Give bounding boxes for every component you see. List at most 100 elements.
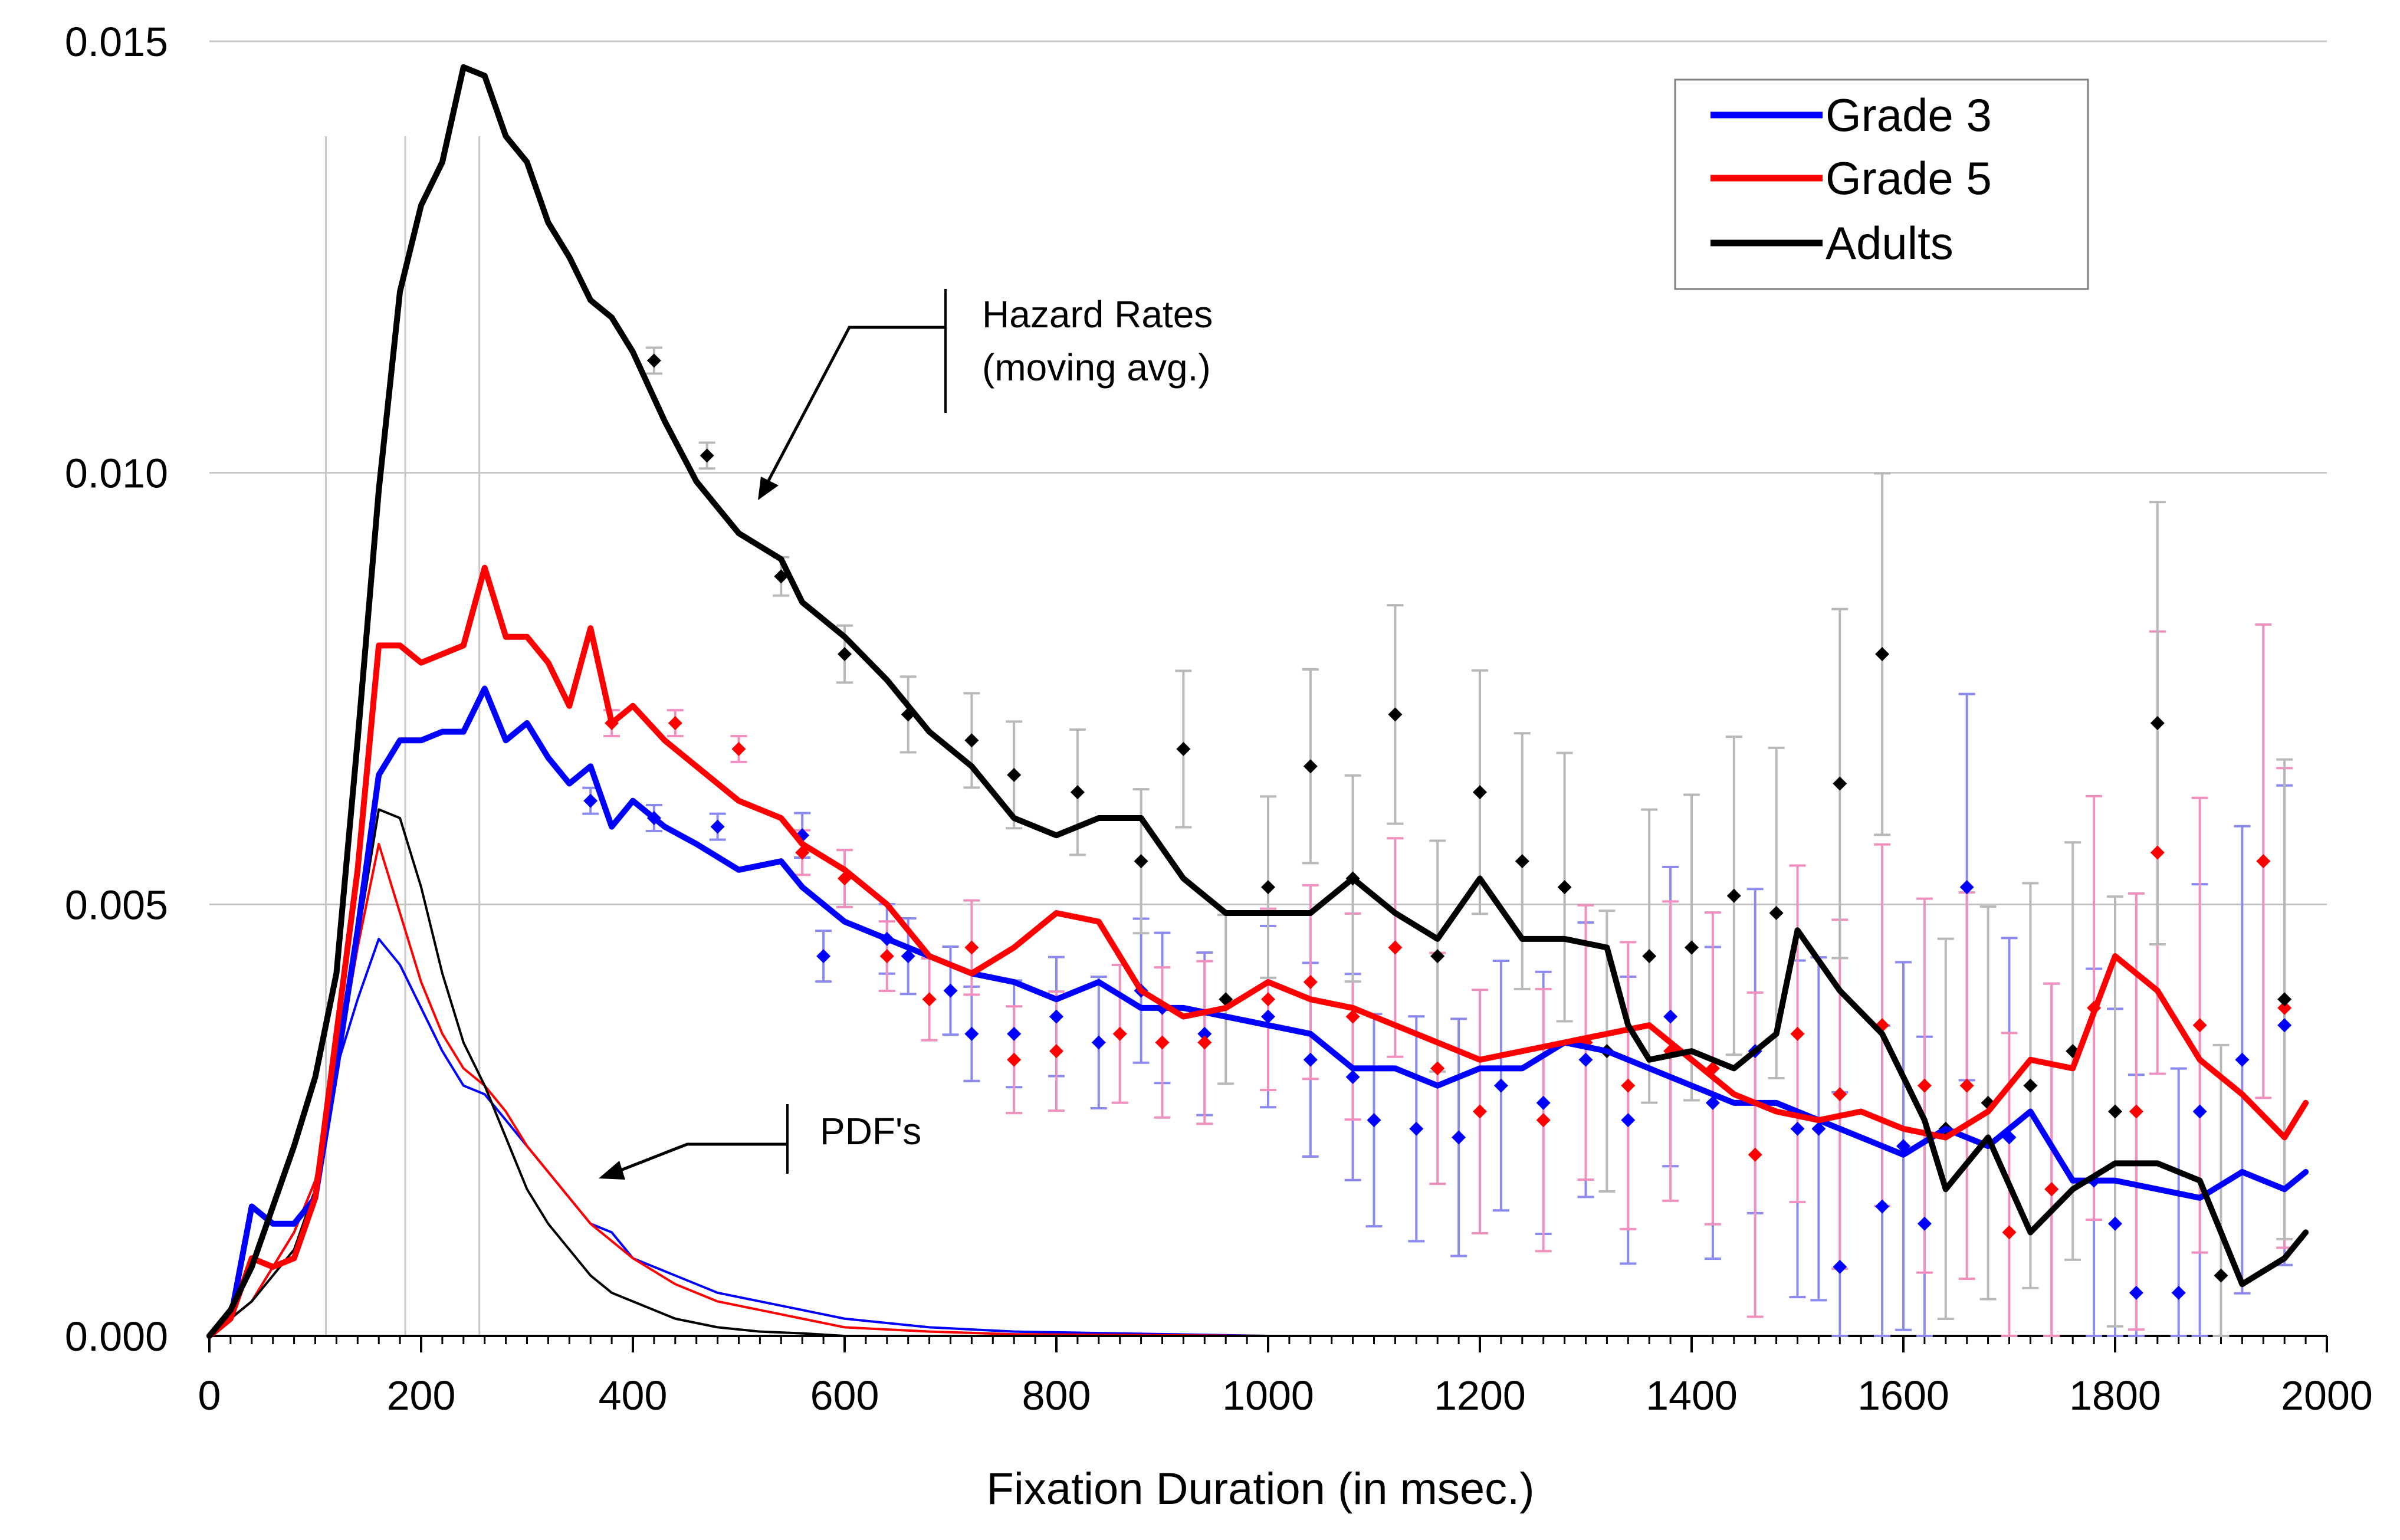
data-point-grade-5	[731, 741, 746, 756]
x-tick-label: 2000	[2281, 1372, 2373, 1418]
hazard-annotation-line2: (moving avg.)	[982, 346, 1211, 389]
data-point-grade-3	[2192, 1104, 2207, 1119]
data-point-grade-5	[1197, 1035, 1212, 1050]
data-point-adults	[1557, 880, 1572, 895]
data-point-grade-5	[1833, 1087, 1847, 1102]
legend-label-adults: Adults	[1826, 217, 1954, 269]
y-tick-label: 0.015	[65, 19, 168, 65]
data-point-grade-3	[901, 949, 915, 964]
y-tick-label: 0.000	[65, 1314, 168, 1360]
data-point-grade-5	[1388, 940, 1403, 955]
hazard-annotation-line1: Hazard Rates	[982, 293, 1213, 336]
data-point-grade-3	[2277, 1018, 2292, 1033]
data-point-grade-5	[2277, 1000, 2292, 1015]
data-point-grade-3	[2129, 1285, 2143, 1300]
data-point-adults	[2108, 1104, 2122, 1119]
data-point-grade-3	[1536, 1095, 1551, 1110]
data-point-grade-5	[1345, 1009, 1360, 1024]
y-tick-label: 0.005	[65, 882, 168, 928]
x-tick-label: 400	[599, 1372, 668, 1418]
data-point-grade-5	[922, 992, 937, 1007]
data-point-grade-3	[943, 983, 958, 998]
data-point-adults	[2023, 1078, 2038, 1093]
data-point-grade-3	[1705, 1095, 1720, 1110]
data-point-adults	[1388, 707, 1403, 722]
data-point-grade-3	[1959, 880, 1974, 895]
data-point-grade-5	[2256, 854, 2271, 869]
data-point-adults	[1685, 940, 1699, 955]
data-point-grade-3	[583, 793, 598, 808]
reference-lines	[324, 136, 481, 1336]
data-point-grade-3	[1811, 1121, 1826, 1136]
x-tick-label: 200	[387, 1372, 456, 1418]
data-point-grade-5	[2192, 1018, 2207, 1033]
data-point-grade-5	[1007, 1052, 1022, 1067]
data-point-grade-3	[1091, 1035, 1106, 1050]
data-point-adults	[1176, 741, 1191, 756]
data-point-adults	[1007, 767, 1022, 782]
data-point-grade-3	[1049, 1009, 1063, 1024]
x-tick-label: 1400	[1646, 1372, 1738, 1418]
data-point-adults	[2150, 716, 2165, 731]
data-point-grade-5	[964, 940, 979, 955]
data-point-grade-3	[1452, 1130, 1466, 1145]
x-tick-labels: 0 200 400 600 800 1000 1200 1400 1600 1800 2000	[198, 1372, 2373, 1418]
data-point-grade-5	[879, 949, 894, 964]
x-tick-label: 1200	[1434, 1372, 1526, 1418]
data-point-adults	[1515, 854, 1529, 869]
data-point-adults	[964, 733, 979, 748]
data-point-grade-3	[1261, 1009, 1275, 1024]
data-point-grade-5	[1430, 1061, 1445, 1076]
x-tick-label: 1000	[1222, 1372, 1314, 1418]
data-point-adults	[1642, 949, 1657, 964]
data-point-grade-3	[2108, 1216, 2122, 1231]
data-point-grade-3	[1578, 1052, 1593, 1067]
data-point-adults	[2277, 992, 2292, 1007]
data-point-grade-5	[1155, 1035, 1170, 1050]
data-point-grade-5	[668, 716, 682, 731]
data-point-adults	[1769, 905, 1784, 920]
data-point-adults	[838, 646, 852, 661]
axes	[208, 1335, 2328, 1352]
data-point-grade-3	[1367, 1113, 1381, 1128]
data-point-adults	[1833, 776, 1847, 791]
x-tick-label: 1600	[1857, 1372, 1949, 1418]
pdf-annotation-arrow-head	[599, 1161, 625, 1180]
data-point-grade-3	[964, 1026, 979, 1041]
hazard-rates-annotation: Hazard Rates (moving avg.)	[758, 289, 1213, 500]
data-points	[583, 353, 2292, 1300]
data-point-grade-5	[1261, 992, 1275, 1007]
hazard-line-grade-3	[206, 685, 2309, 1339]
data-point-grade-5	[1621, 1078, 1636, 1093]
error-bars	[582, 346, 2293, 1337]
data-point-grade-5	[1536, 1113, 1551, 1128]
data-point-grade-5	[1748, 1147, 1762, 1162]
y-tick-labels: 0.000 0.005 0.010 0.015	[65, 19, 168, 1360]
data-point-adults	[1726, 888, 1741, 903]
data-point-adults	[1134, 854, 1148, 869]
data-point-adults	[1430, 949, 1445, 964]
data-point-grade-5	[1049, 1044, 1063, 1059]
hazard-lines	[206, 64, 2309, 1339]
pdf-annotation-label: PDF's	[820, 1110, 921, 1152]
data-point-grade-3	[1007, 1026, 1022, 1041]
data-point-grade-3	[1917, 1216, 1932, 1231]
pdf-annotation: PDF's	[599, 1104, 921, 1180]
data-point-adults	[1070, 785, 1085, 800]
data-point-grade-3	[710, 819, 725, 834]
pdf-annotation-arrow-line	[619, 1142, 787, 1173]
data-point-grade-3	[1303, 1052, 1318, 1067]
data-point-grade-3	[2235, 1052, 2250, 1067]
data-point-grade-3	[1833, 1259, 1847, 1274]
y-tick-label: 0.010	[65, 451, 168, 497]
data-point-grade-3	[1875, 1199, 1890, 1214]
data-point-grade-3	[1493, 1078, 1508, 1093]
data-point-adults	[1261, 880, 1275, 895]
x-tick-label: 800	[1022, 1372, 1091, 1418]
data-point-grade-3	[1621, 1113, 1636, 1128]
annotation-arrow-head	[758, 477, 779, 500]
x-tick-label: 0	[198, 1372, 221, 1418]
x-tick-label: 600	[810, 1372, 879, 1418]
data-point-grade-5	[1790, 1026, 1805, 1041]
data-point-grade-3	[2171, 1285, 2186, 1300]
